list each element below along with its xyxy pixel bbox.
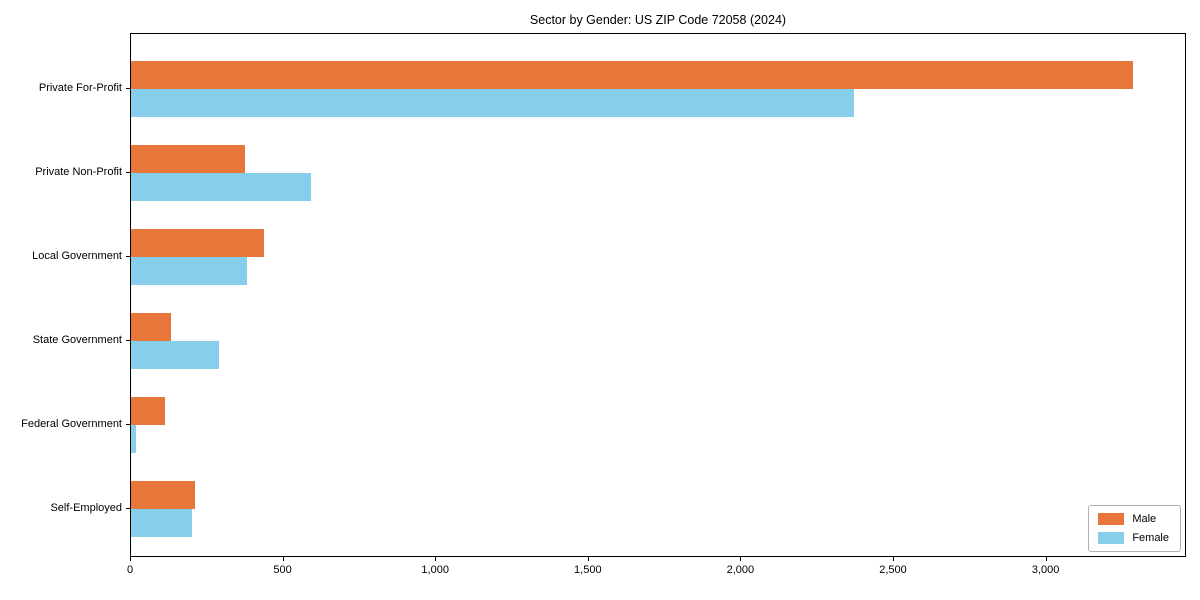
x-tick-label-500: 500	[273, 564, 292, 576]
legend-label-male: Male	[1132, 513, 1157, 525]
x-tick-mark-0	[130, 557, 131, 561]
bar-female-federal-government	[131, 425, 136, 453]
y-tick-label-private-non-profit: Private Non-Profit	[35, 166, 122, 178]
chart-title: Sector by Gender: US ZIP Code 72058 (202…	[529, 13, 787, 27]
x-tick-label-1000: 1,000	[421, 564, 449, 576]
legend-swatch-male	[1098, 513, 1125, 525]
y-tick-mark-self-employed	[126, 508, 130, 509]
bar-female-state-government	[131, 341, 220, 369]
bar-male-local-government	[131, 229, 264, 257]
legend: Male Female	[1088, 505, 1181, 552]
x-tick-mark-2000	[740, 557, 742, 561]
bar-female-local-government	[131, 257, 247, 285]
x-tick-label-2500: 2,500	[879, 564, 907, 576]
x-tick-mark-1500	[587, 557, 589, 561]
bar-female-self-employed	[131, 509, 192, 537]
y-tick-label-state-government: State Government	[32, 334, 122, 346]
legend-item-male: Male	[1098, 513, 1169, 525]
bar-male-private-for-profit	[131, 61, 1134, 89]
x-tick-label-1500: 1,500	[574, 564, 602, 576]
plot-area: Male Female	[130, 33, 1186, 557]
legend-label-female: Female	[1132, 532, 1169, 544]
bar-male-self-employed	[131, 481, 195, 509]
y-tick-mark-private-for-profit	[126, 88, 130, 89]
y-tick-mark-private-non-profit	[126, 172, 130, 173]
y-tick-mark-state-government	[126, 340, 130, 341]
y-tick-label-federal-government: Federal Government	[21, 418, 122, 430]
x-tick-mark-3000	[1045, 557, 1047, 561]
x-tick-label-3000: 3,000	[1031, 564, 1060, 576]
x-tick-label-2000: 2,000	[726, 564, 755, 576]
legend-item-female: Female	[1098, 532, 1169, 544]
legend-swatch-female	[1098, 532, 1125, 544]
bar-male-state-government	[131, 313, 171, 341]
bar-male-private-non-profit	[131, 145, 246, 173]
bar-female-private-for-profit	[131, 89, 855, 117]
y-tick-mark-federal-government	[126, 424, 130, 425]
y-tick-mark-local-government	[126, 256, 130, 257]
x-tick-mark-1000	[435, 557, 437, 561]
x-tick-mark-2500	[893, 557, 894, 561]
y-tick-label-private-for-profit: Private For-Profit	[38, 82, 122, 94]
x-tick-label-0: 0	[126, 564, 134, 576]
x-tick-mark-500	[282, 557, 284, 561]
y-tick-label-local-government: Local Government	[32, 250, 122, 262]
bar-male-federal-government	[131, 397, 165, 425]
y-tick-label-self-employed: Self-Employed	[50, 502, 122, 514]
bar-female-private-non-profit	[131, 173, 311, 201]
